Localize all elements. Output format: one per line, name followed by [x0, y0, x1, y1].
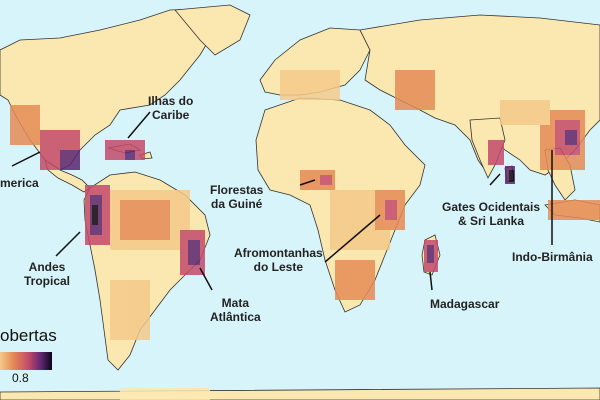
label-line: Florestas [210, 183, 264, 197]
legend-colorbar [0, 352, 52, 370]
cell [92, 205, 98, 225]
label-line: Afromontanhas [234, 246, 323, 260]
leader-lines [11, 111, 553, 291]
cell [110, 280, 150, 340]
label-madagascar: Madagascar [430, 297, 499, 311]
cell [500, 100, 550, 125]
label-line: da Guiné [211, 197, 263, 211]
label-line: Mata [221, 296, 250, 310]
arrow-caribe [127, 111, 151, 139]
cell [548, 200, 600, 220]
label-line: Madagascar [430, 297, 500, 311]
cell [125, 150, 135, 160]
cell [188, 240, 200, 265]
label-ilhas-do-caribe: Ilhas do Caribe [148, 94, 193, 122]
label-line: & Sri Lanka [458, 214, 525, 228]
legend-tick-label: 0.8 [12, 371, 29, 385]
label-indo-birmania: Indo-Birmânia [512, 250, 593, 264]
arrow-madag [429, 271, 433, 291]
label-line: Andes [28, 260, 66, 274]
label-andes-tropical: Andes Tropical [24, 260, 70, 288]
label-america: merica [0, 176, 39, 190]
cell [280, 70, 340, 100]
cell [120, 388, 210, 400]
label-florestas-da-guine: Florestas da Guiné [210, 183, 263, 211]
label-line: do Leste [253, 260, 303, 274]
arrow-afro [324, 214, 381, 263]
cell [427, 245, 434, 263]
greenland [174, 4, 251, 56]
cell [385, 200, 397, 220]
cell [509, 170, 514, 182]
label-line: Indo-Birmânia [512, 250, 593, 264]
label-gates-ocidentais: Gates Ocidentais & Sri Lanka [442, 200, 540, 228]
label-line: Gates Ocidentais [442, 200, 541, 214]
arrow-mata [199, 267, 213, 291]
label-afromontanhas-do-leste: Afromontanhas do Leste [234, 246, 323, 274]
label-line: Caribe [151, 108, 190, 122]
label-line: Tropical [24, 274, 71, 288]
label-line: merica [0, 176, 39, 190]
cell [565, 130, 577, 145]
legend-title: obertas [0, 326, 57, 345]
arrow-meso [11, 151, 41, 167]
arrow-gates [489, 173, 501, 186]
arrow-andes [55, 231, 81, 257]
label-mata-atlantica: Mata Atlântica [210, 296, 261, 324]
cell [395, 70, 435, 110]
hotspot-shading [10, 70, 600, 400]
cell [320, 175, 332, 185]
label-line: Atlântica [210, 310, 261, 324]
label-line: Ilhas do [148, 94, 194, 108]
cell [488, 140, 504, 165]
cell [335, 260, 375, 300]
cell [120, 200, 170, 240]
cell [60, 150, 80, 170]
arrow-guine [299, 179, 316, 186]
cell [10, 105, 40, 145]
